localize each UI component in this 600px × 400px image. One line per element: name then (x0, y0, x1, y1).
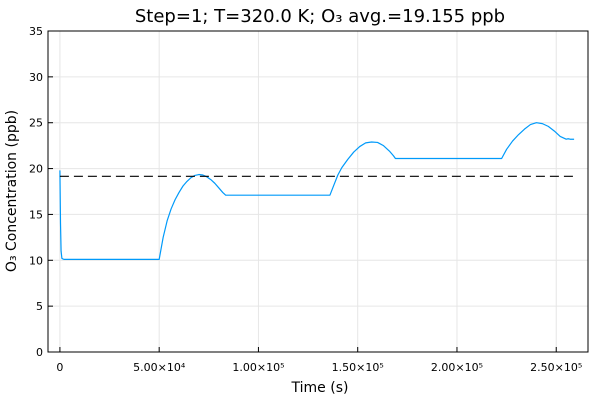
x-tick-label: 5.00×10⁴ (133, 361, 186, 374)
y-tick-label: 0 (36, 346, 43, 359)
y-tick-label: 25 (29, 117, 43, 130)
x-tick-label: 2.00×10⁵ (431, 361, 483, 374)
x-tick-label: 1.00×10⁵ (232, 361, 284, 374)
chart-title: Step=1; T=320.0 K; O₃ avg.=19.155 ppb (135, 6, 505, 27)
axis-ticks: 0 5.00×10⁴ 1.00×10⁵ 1.50×10⁵ 2.00×10⁵ 2.50×10… (29, 25, 582, 374)
x-tick-label: 0 (56, 361, 63, 374)
y-tick-label: 10 (29, 254, 43, 267)
y-tick-label: 20 (29, 163, 43, 176)
x-axis-label: Time (s) (291, 380, 349, 396)
y-tick-label: 5 (36, 300, 43, 313)
plot-area (59, 122, 575, 260)
x-tick-label: 1.50×10⁵ (332, 361, 384, 374)
y-tick-label: 15 (29, 208, 43, 221)
y-tick-label: 30 (29, 71, 43, 84)
plot-frame (47, 30, 589, 353)
x-tick-label: 2.50×10⁵ (530, 361, 582, 374)
y-axis-label: O₃ Concentration (ppb) (4, 110, 20, 272)
y-tick-label: 35 (29, 25, 43, 38)
grid-lines (48, 30, 588, 353)
o3-concentration-line (59, 122, 575, 260)
